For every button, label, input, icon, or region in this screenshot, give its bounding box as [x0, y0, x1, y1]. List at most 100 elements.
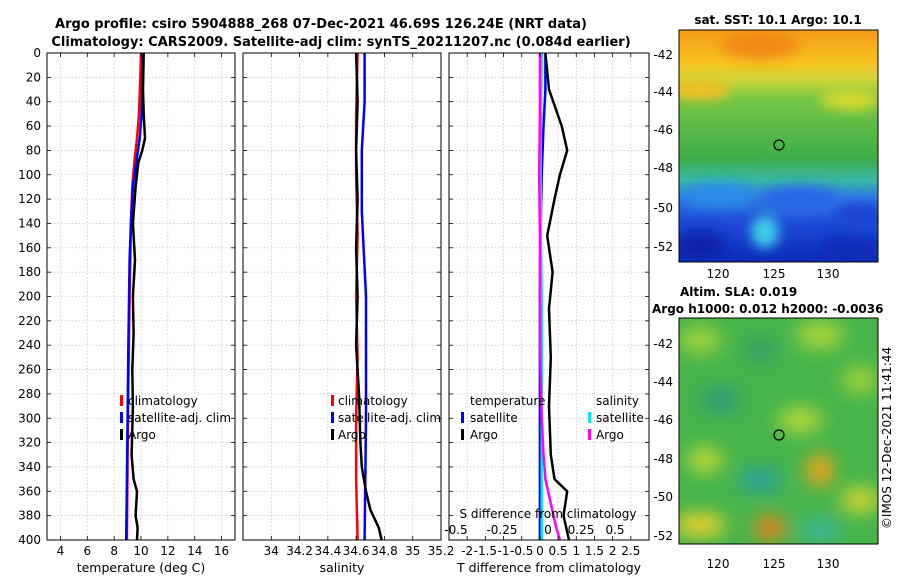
sst-xtick: 125 [763, 267, 786, 281]
sst-map-image [679, 30, 878, 262]
s-tick-label: -0.5 [444, 523, 467, 537]
sst-xtick: 130 [817, 267, 840, 281]
difference-panel: -2 -1.5 -1 -0.5 0 0.5 1 1.5 2 2.5T difference fro… [448, 52, 650, 575]
y-tick-label: 260 [18, 363, 41, 377]
x-tick-label: 0.5 [549, 544, 568, 558]
legend-title-temperature: temperature [470, 394, 545, 408]
series-line-temperature-argo [544, 52, 571, 541]
x-tick-label: 2.5 [621, 544, 640, 558]
x-tick-label: -1.5 [474, 544, 497, 558]
y-tick-label: 220 [18, 314, 41, 328]
y-tick-label: 360 [18, 484, 41, 498]
x-axis-label: T difference from climatology [456, 560, 642, 575]
x-tick-label: -0.5 [510, 544, 533, 558]
s-difference-axis-label: S difference from climatology [460, 507, 637, 521]
sst-map-yaxis: -42 -44 -46 -48 -50 -52 [653, 48, 673, 254]
legend-label-argo: Argo [128, 428, 156, 442]
y-tick-label: 100 [18, 168, 41, 182]
x-axis-label: salinity [320, 560, 365, 575]
x-tick-label: 2 [609, 544, 617, 558]
salinity-panel: 34 34.2 34.4 34.6 34.8 35 35.2 salinity [242, 52, 455, 575]
sla-ytick: -52 [653, 529, 673, 543]
legend-swatch-climatology [120, 395, 123, 406]
y-tick-label: 80 [26, 143, 41, 157]
sla-ytick: -46 [653, 413, 673, 427]
x-tick-label: -1 [498, 544, 510, 558]
y-tick-label: 160 [18, 241, 41, 255]
x-tick-label: 35.2 [428, 544, 455, 558]
y-tick-label: 280 [18, 387, 41, 401]
legend-label-sal-satellite: satellite [596, 411, 644, 425]
legend-swatch-satellite [331, 412, 334, 423]
y-tick-label: 200 [18, 290, 41, 304]
y-tick-label: 40 [26, 95, 41, 109]
y-tick-label: 120 [18, 192, 41, 206]
legend-swatch-argo [120, 429, 123, 440]
x-tick-label: -2 [461, 544, 473, 558]
s-tick-label: -0.25 [486, 523, 517, 537]
sla-ytick: -44 [653, 375, 673, 389]
x-tick-label: 1.5 [585, 544, 604, 558]
x-tick-label: 4 [57, 544, 65, 558]
sst-ytick: -44 [653, 85, 673, 99]
x-tick-label: 34.4 [314, 544, 341, 558]
sst-ytick: -46 [653, 123, 673, 137]
series-line-salinity-argo [537, 53, 562, 541]
x-tick-label: 12 [160, 544, 175, 558]
series-line-satellite-adj-clim [360, 53, 368, 541]
legend-label-climatology: climatology [128, 394, 198, 408]
s-tick-label: 0 [544, 523, 552, 537]
series-line-satellite-adj-clim [124, 52, 145, 541]
y-tick-label: 60 [26, 119, 41, 133]
y-tick-label: 180 [18, 265, 41, 279]
sst-ytick: -42 [653, 48, 673, 62]
temperature-legend: climatology satellite-adj. clim Argo [120, 394, 231, 442]
x-tick-label: 6 [83, 544, 91, 558]
sst-ytick: -50 [653, 201, 673, 215]
y-tick-label: 380 [18, 509, 41, 523]
salinity-legend: climatology satellite-adj. clim Argo [331, 394, 441, 442]
sla-map-xaxis: 120 125 130 [707, 557, 840, 571]
legend-swatch-temp-argo [461, 429, 464, 440]
difference-legend: temperature satellite Argo salinity sate… [461, 394, 644, 442]
y-tick-label: 400 [18, 533, 41, 547]
sla-xtick: 125 [763, 557, 786, 571]
x-tick-label: 34 [264, 544, 279, 558]
y-tick-label: 300 [18, 411, 41, 425]
sla-map-image [679, 318, 878, 544]
legend-label-satellite: satellite-adj. clim [128, 411, 231, 425]
s-tick-label: 0.25 [568, 523, 595, 537]
series-line-argo [354, 52, 383, 541]
imos-credit: ©IMOS 12-Dec-2021 11:41:44 [880, 347, 894, 529]
legend-swatch-argo [331, 429, 334, 440]
legend-swatch-sal-satellite [588, 412, 591, 423]
legend-label-climatology: climatology [338, 394, 408, 408]
x-tick-label: 34.6 [343, 544, 370, 558]
sst-ytick: -48 [653, 161, 673, 175]
x-tick-label: 0 [536, 544, 544, 558]
sla-float-marker [773, 429, 785, 441]
sla-xtick: 120 [707, 557, 730, 571]
figure-title-line2: Climatology: CARS2009. Satellite-adj cli… [51, 35, 630, 50]
sla-map-title-line1: Altim. SLA: 0.019 [680, 285, 797, 299]
legend-label-satellite: satellite-adj. clim [338, 411, 441, 425]
s-difference-ticklabels: -0.5 -0.25 0 0.25 0.5 [444, 523, 624, 537]
temperature-panel: 4 6 8 10 12 14 1602040608010012014016018020022… [18, 46, 236, 575]
y-tick-label: 240 [18, 338, 41, 352]
sla-ytick: -48 [653, 452, 673, 466]
y-tick-label: 140 [18, 216, 41, 230]
x-tick-label: 16 [214, 544, 229, 558]
sst-map-title: sat. SST: 10.1 Argo: 10.1 [694, 13, 861, 27]
x-tick-label: 35 [405, 544, 420, 558]
x-tick-label: 10 [133, 544, 148, 558]
figure-title-line1: Argo profile: csiro 5904888_268 07-Dec-2… [55, 17, 587, 32]
y-tick-label: 20 [26, 70, 41, 84]
sla-xtick: 130 [817, 557, 840, 571]
x-tick-label: 14 [187, 544, 202, 558]
legend-title-salinity: salinity [596, 394, 639, 408]
legend-label-sal-argo: Argo [596, 428, 624, 442]
legend-swatch-climatology [331, 395, 334, 406]
legend-swatch-sal-argo [588, 429, 591, 440]
legend-label-temp-argo: Argo [470, 428, 498, 442]
